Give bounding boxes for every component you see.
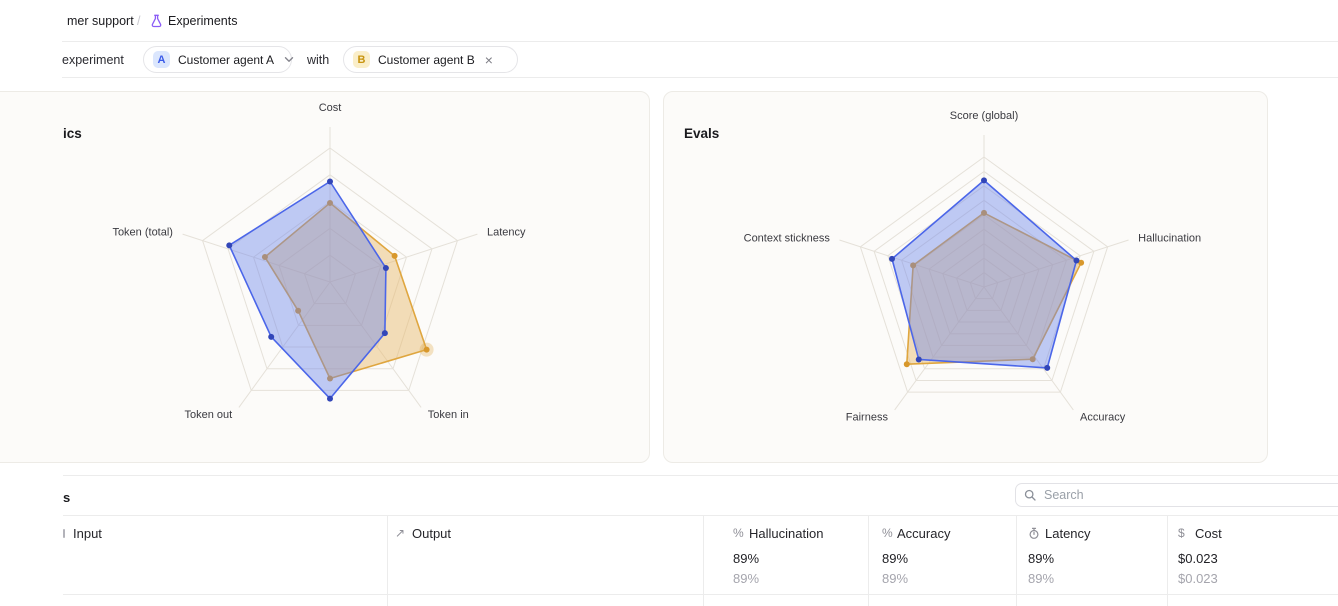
header-divider xyxy=(62,41,1338,42)
agent-a-name: Customer agent A xyxy=(178,52,275,67)
breadcrumb-current[interactable]: Experiments xyxy=(168,14,238,28)
cell-accuracy-b: 89% xyxy=(882,571,909,586)
percent-icon: % xyxy=(733,526,744,540)
cell-hallucination-a: 89% xyxy=(733,551,760,566)
dollar-icon: $ xyxy=(1178,526,1185,540)
search-input-box[interactable] xyxy=(1015,483,1338,507)
metrics-card-title: ics xyxy=(63,126,82,141)
column-header-output[interactable]: Output xyxy=(412,526,452,541)
table-column-divider xyxy=(1167,516,1168,606)
column-header-hallucination[interactable]: Hallucination xyxy=(749,526,824,541)
metrics-card xyxy=(0,91,650,463)
agent-b-pill[interactable]: B Customer agent B × xyxy=(343,46,518,73)
bottom-section-divider xyxy=(63,475,1338,476)
evals-card-title: Evals xyxy=(684,126,720,141)
chevron-down-icon[interactable] xyxy=(284,56,294,63)
agent-a-badge: A xyxy=(153,51,170,68)
table-column-divider xyxy=(703,516,704,606)
cell-accuracy-a: 89% xyxy=(882,551,909,566)
cell-cost-a: $0.023 xyxy=(1178,551,1218,566)
experiment-label: experiment xyxy=(62,53,124,67)
arrow-up-right-icon: ↗ xyxy=(395,526,406,540)
agent-b-name: Customer agent B xyxy=(378,52,475,67)
evals-card xyxy=(663,91,1268,463)
flask-icon xyxy=(150,14,163,28)
cell-hallucination-b: 89% xyxy=(733,571,760,586)
breadcrumb-trail[interactable]: mer support xyxy=(67,14,134,28)
table-top-border xyxy=(63,515,1338,516)
column-header-cost[interactable]: Cost xyxy=(1195,526,1222,541)
table-column-divider xyxy=(1016,516,1017,606)
column-header-input[interactable]: Input xyxy=(73,526,102,541)
compare-bar-divider xyxy=(62,77,1338,78)
cell-latency-b: 89% xyxy=(1028,571,1055,586)
breadcrumb-separator: / xyxy=(137,14,141,28)
remove-agent-b-icon[interactable]: × xyxy=(484,51,493,68)
cell-cost-b: $0.023 xyxy=(1178,571,1218,586)
section-title-truncated: s xyxy=(63,490,71,505)
percent-icon: % xyxy=(882,526,893,540)
table-column-divider xyxy=(387,516,388,606)
input-icon-clipped xyxy=(63,529,65,538)
with-label: with xyxy=(307,53,330,67)
search-icon xyxy=(1024,489,1036,501)
stopwatch-icon xyxy=(1028,527,1040,543)
column-header-accuracy[interactable]: Accuracy xyxy=(897,526,951,541)
agent-b-badge: B xyxy=(353,51,370,68)
search-input[interactable] xyxy=(1042,487,1306,503)
table-row-divider xyxy=(63,594,1338,595)
cell-latency-a: 89% xyxy=(1028,551,1055,566)
column-header-latency[interactable]: Latency xyxy=(1045,526,1091,541)
agent-a-pill[interactable]: A Customer agent A xyxy=(143,46,294,73)
table-column-divider xyxy=(868,516,869,606)
